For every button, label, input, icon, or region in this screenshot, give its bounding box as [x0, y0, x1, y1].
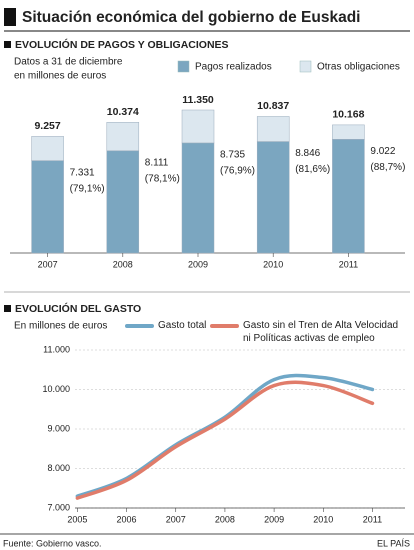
x-tick-label: 2010 — [263, 259, 283, 269]
bar-segment — [181, 142, 215, 254]
legend-item: Gasto sin el Tren de Alta Velocidad ni P… — [243, 320, 399, 344]
share-label: (76,9%) — [220, 166, 255, 177]
y-tick-label: 10.000 — [42, 384, 70, 394]
subtitle: en millones de euros — [14, 71, 106, 82]
legend-label: Gasto sin el Tren de Alta Velocidad ni P… — [243, 320, 399, 344]
value-label: 9.022 — [370, 146, 395, 157]
value-label: 7.331 — [70, 167, 95, 178]
legend-label: Otras obligaciones — [317, 62, 400, 73]
legend-label: Gasto total — [158, 320, 207, 331]
share-label: (78,1%) — [145, 173, 180, 184]
subtitle: Datos a 31 de diciembre — [14, 57, 123, 68]
x-tick-label: 2008 — [215, 514, 235, 524]
value-label: 8.111 — [145, 157, 169, 168]
y-tick-label: 9.000 — [47, 423, 70, 433]
section-title: EVOLUCIÓN DE PAGOS Y OBLIGACIONES — [15, 38, 229, 51]
share-label: (88,7%) — [370, 162, 405, 173]
section-marker — [4, 41, 11, 48]
value-label: 8.735 — [220, 150, 245, 161]
bar-segment — [106, 150, 140, 254]
share-label: (81,6%) — [295, 164, 330, 175]
legend-swatch — [299, 60, 312, 73]
bar-segment — [31, 160, 64, 254]
legend-label: Pagos realizados — [195, 62, 272, 73]
x-tick-label: 2005 — [67, 514, 87, 524]
x-tick-label: 2009 — [188, 259, 208, 269]
share-label: (79,1%) — [70, 183, 105, 194]
page-title: Situación económica del gobierno de Eusk… — [22, 9, 361, 26]
section-marker — [4, 305, 11, 312]
source: Fuente: Gobierno vasco. — [3, 538, 102, 548]
total-label: 10.168 — [332, 109, 364, 121]
x-tick-label: 2009 — [264, 514, 284, 524]
bar-segment — [31, 136, 64, 161]
credit: EL PAÍS — [377, 538, 410, 548]
total-label: 10.837 — [257, 100, 289, 112]
bar-segment — [181, 109, 215, 144]
x-tick-label: 2007 — [166, 514, 186, 524]
x-tick-label: 2010 — [313, 514, 333, 524]
value-label: 8.846 — [295, 148, 320, 159]
header-marker — [4, 8, 16, 26]
x-tick-label: 2007 — [38, 259, 58, 269]
y-tick-label: 11.000 — [43, 344, 70, 354]
bar-segment — [256, 116, 290, 142]
y-tick-label: 7.000 — [47, 502, 70, 512]
bar-segment — [106, 122, 140, 152]
x-tick-label: 2011 — [363, 514, 382, 524]
y-tick-label: 8.000 — [47, 463, 70, 473]
subtitle: En millones de euros — [14, 321, 107, 332]
series-line — [75, 373, 375, 498]
x-tick-label: 2011 — [339, 259, 358, 269]
section-title: EVOLUCIÓN DEL GASTO — [15, 302, 141, 315]
bar-segment — [256, 141, 290, 254]
bar-segment — [332, 124, 365, 140]
x-tick-label: 2006 — [117, 514, 137, 524]
total-label: 9.257 — [34, 120, 60, 132]
x-tick-label: 2008 — [113, 259, 133, 269]
total-label: 11.350 — [182, 94, 214, 106]
legend-item: Gasto total — [158, 320, 207, 331]
bar-segment — [332, 139, 365, 254]
series-line — [75, 380, 375, 500]
legend-swatch — [177, 60, 190, 73]
total-label: 10.374 — [107, 106, 139, 118]
